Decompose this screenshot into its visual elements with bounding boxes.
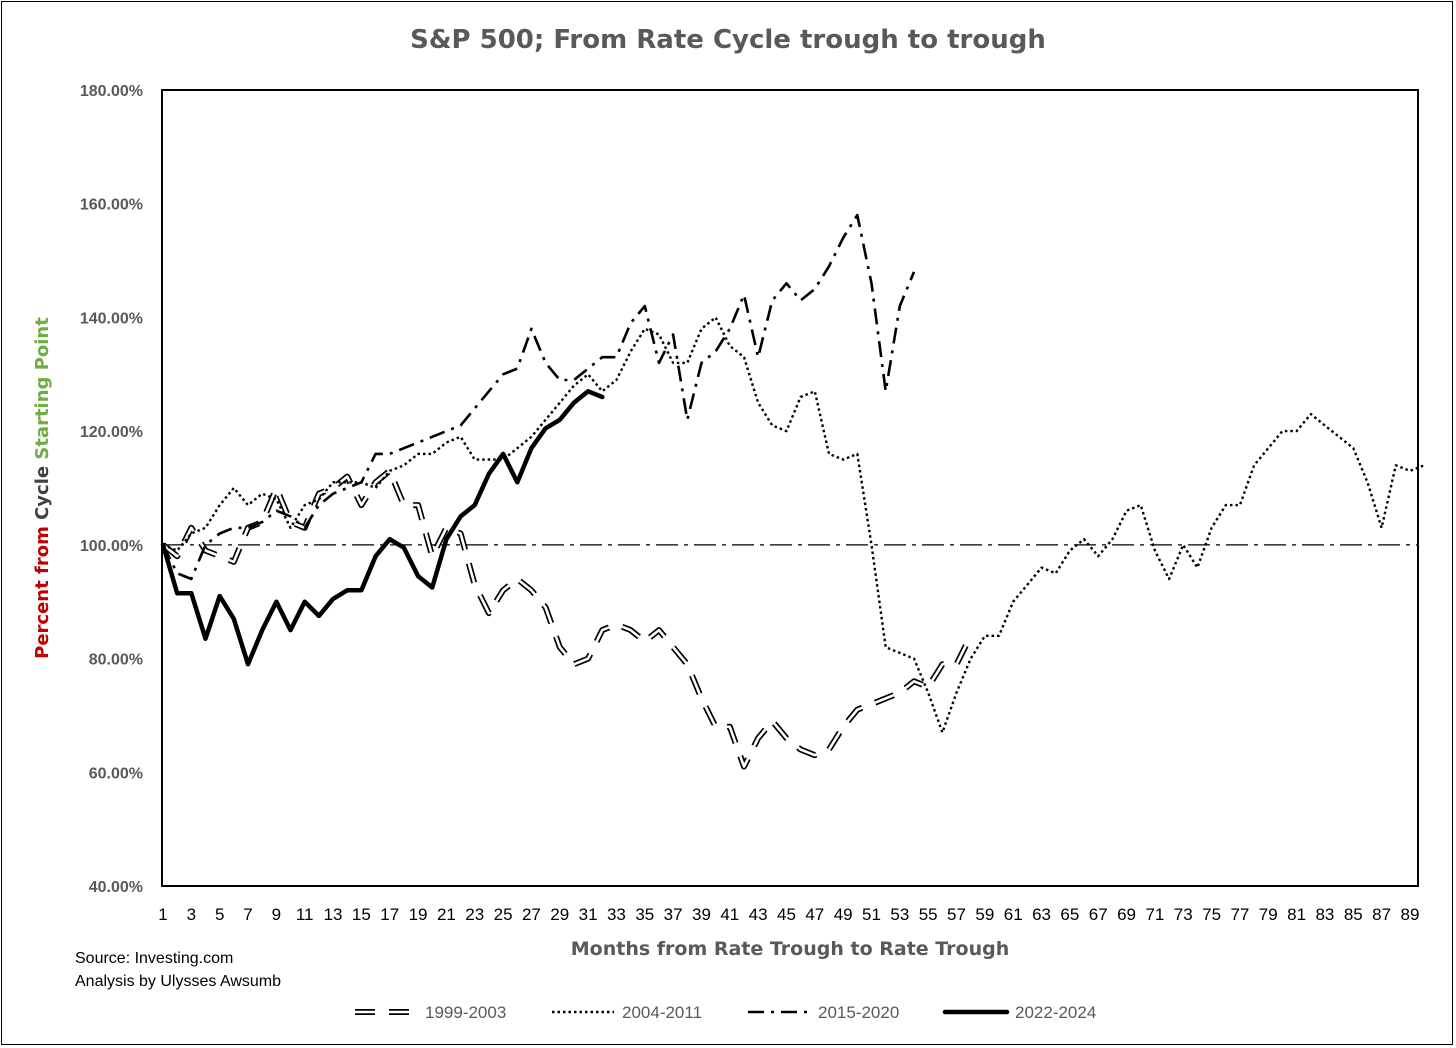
y-tick-label: 40.00% — [89, 879, 143, 896]
x-tick-label: 45 — [777, 905, 796, 924]
legend-item: 1999-2003 — [355, 1003, 506, 1022]
x-tick-label: 1 — [158, 905, 167, 924]
x-tick-label: 57 — [947, 905, 966, 924]
x-tick-label: 13 — [324, 905, 343, 924]
x-tick-label: 5 — [215, 905, 224, 924]
x-tick-label: 77 — [1230, 905, 1249, 924]
x-tick-label: 9 — [272, 905, 281, 924]
chart-title: S&P 500; From Rate Cycle trough to troug… — [410, 25, 1046, 55]
series-line-2004-2011 — [162, 316, 1425, 734]
x-tick-label: 43 — [749, 905, 768, 924]
x-tick-label: 81 — [1287, 905, 1306, 924]
y-tick-label: 140.00% — [80, 310, 143, 327]
x-tick-label: 47 — [805, 905, 824, 924]
x-tick-label: 19 — [409, 905, 428, 924]
y-tick-label: 160.00% — [80, 197, 143, 214]
x-tick-label: 49 — [834, 905, 853, 924]
x-tick-label: 87 — [1372, 905, 1391, 924]
x-tick-label: 39 — [692, 905, 711, 924]
legend-item: 2004-2011 — [552, 1003, 702, 1022]
x-tick-label: 55 — [919, 905, 938, 924]
x-tick-label: 41 — [720, 905, 739, 924]
y-axis-label-part: Percent from — [32, 520, 53, 659]
legend-label: 2004-2011 — [622, 1003, 702, 1022]
x-tick-label: 65 — [1060, 905, 1079, 924]
x-tick-label: 71 — [1145, 905, 1164, 924]
x-tick-label: 85 — [1344, 905, 1363, 924]
x-tick-label: 75 — [1202, 905, 1221, 924]
legend-item: 2015-2020 — [748, 1003, 899, 1022]
x-tick-label: 89 — [1400, 905, 1419, 924]
y-tick-label: 80.00% — [89, 652, 143, 669]
x-tick-label: 37 — [664, 905, 683, 924]
x-axis-label: Months from Rate Trough to Rate Trough — [571, 938, 1009, 960]
x-tick-label: 61 — [1004, 905, 1023, 924]
x-tick-label: 69 — [1117, 905, 1136, 924]
x-tick-label: 35 — [635, 905, 654, 924]
x-tick-label: 29 — [550, 905, 569, 924]
plot-area — [161, 89, 1419, 887]
x-tick-label: 83 — [1315, 905, 1334, 924]
legend-label: 2022-2024 — [1015, 1003, 1096, 1022]
series-line-2022-2024 — [160, 389, 605, 667]
x-tick-label: 31 — [579, 905, 598, 924]
series-line-path — [160, 389, 605, 667]
series-line-1999-2003 — [161, 467, 974, 770]
x-tick-label: 27 — [522, 905, 541, 924]
analysis-line: Analysis by Ulysses Awsumb — [75, 973, 281, 990]
x-tick-label: 7 — [243, 905, 252, 924]
x-tick-label: 67 — [1089, 905, 1108, 924]
x-tick-label: 53 — [890, 905, 909, 924]
series-line-path — [161, 213, 916, 581]
x-axis-ticks: 1 3 5 7 9 11 13 15 17 19 21 23 25 27 29 31 33 35 37 39 41 43 4… — [158, 905, 1419, 924]
y-axis-ticks: 40.00% 60.00% 80.00% 100.00% 120.00% 140.00% 1… — [80, 83, 143, 896]
y-axis-label-part: Cycle — [32, 460, 53, 520]
x-tick-label: 59 — [975, 905, 994, 924]
x-tick-label: 63 — [1032, 905, 1051, 924]
series-line-fill — [162, 469, 972, 768]
y-tick-label: 180.00% — [80, 83, 143, 100]
y-tick-label: 120.00% — [80, 424, 143, 441]
legend-label: 1999-2003 — [425, 1003, 506, 1022]
x-tick-label: 11 — [296, 905, 314, 924]
y-tick-label: 100.00% — [80, 538, 143, 555]
x-tick-label: 17 — [380, 905, 399, 924]
x-tick-label: 23 — [465, 905, 484, 924]
x-tick-label: 25 — [494, 905, 513, 924]
y-axis-label-part: Starting Point — [32, 317, 53, 460]
x-tick-label: 73 — [1174, 905, 1193, 924]
x-tick-label: 21 — [437, 905, 456, 924]
legend-label: 2015-2020 — [818, 1003, 899, 1022]
x-tick-label: 15 — [352, 905, 371, 924]
source-line: Source: Investing.com — [75, 950, 233, 967]
series-group — [160, 213, 1425, 770]
series-line-path — [162, 316, 1425, 734]
x-tick-label: 33 — [607, 905, 626, 924]
x-tick-label: 3 — [187, 905, 196, 924]
x-tick-label: 51 — [862, 905, 881, 924]
legend: 1999-2003 2004-2011 2015-2020 2022-2024 — [355, 1003, 1096, 1022]
y-axis-label: Percent from Cycle Starting Point — [32, 317, 53, 659]
y-tick-label: 60.00% — [89, 765, 143, 782]
series-line-2015-2020 — [161, 213, 916, 581]
legend-item: 2022-2024 — [942, 1003, 1096, 1022]
x-tick-label: 79 — [1259, 905, 1278, 924]
